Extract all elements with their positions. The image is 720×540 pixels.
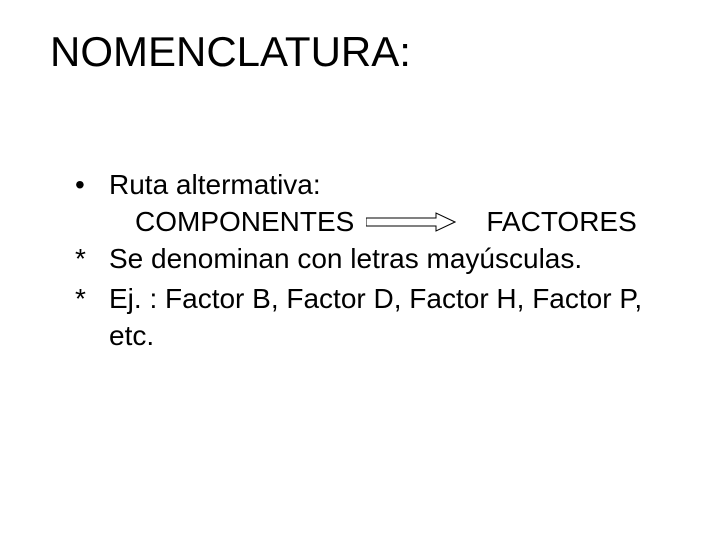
star-item: * Se denominan con letras mayúsculas.	[75, 240, 650, 278]
star-text: Se denominan con letras mayúsculas.	[109, 240, 650, 278]
slide-title: NOMENCLATURA:	[50, 28, 690, 76]
star-marker: *	[75, 280, 95, 318]
arrow-row: COMPONENTES FACTORES	[135, 206, 650, 238]
bullet-item: • Ruta altermativa:	[75, 166, 650, 204]
slide-content: • Ruta altermativa: COMPONENTES FACTORES…	[75, 166, 650, 355]
bullet-marker: •	[75, 166, 95, 204]
slide-container: NOMENCLATURA: • Ruta altermativa: COMPON…	[0, 0, 720, 540]
star-text: Ej. : Factor B, Factor D, Factor H, Fact…	[109, 280, 650, 356]
bullet-text: Ruta altermativa:	[109, 166, 650, 204]
star-marker: *	[75, 240, 95, 278]
star-item: * Ej. : Factor B, Factor D, Factor H, Fa…	[75, 280, 650, 356]
arrow-right-label: FACTORES	[486, 206, 636, 238]
arrow-left-label: COMPONENTES	[135, 206, 354, 238]
arrow-shape	[366, 213, 455, 231]
right-arrow-icon	[366, 212, 456, 232]
